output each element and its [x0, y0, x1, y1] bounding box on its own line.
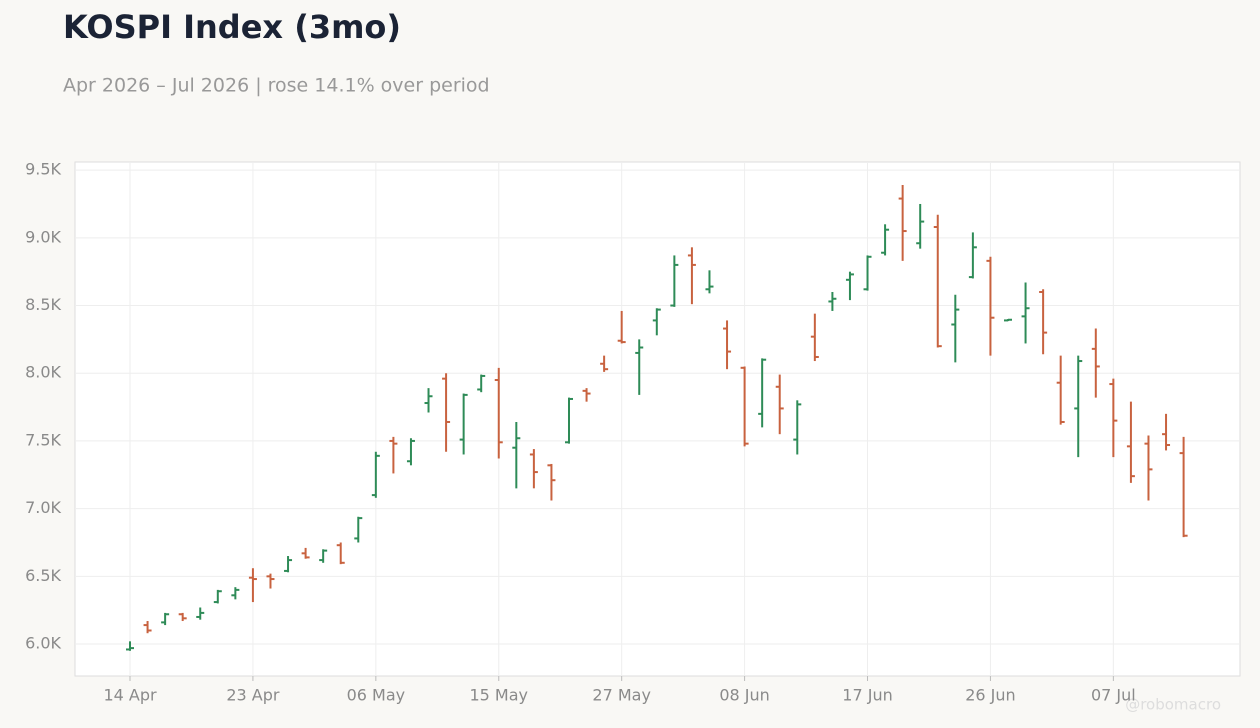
plot-area [74, 161, 1241, 677]
y-tick-label: 9.5K [25, 160, 61, 179]
y-tick-label: 7.5K [25, 430, 61, 449]
y-tick-label: 9.0K [25, 227, 61, 246]
chart-title: KOSPI Index (3mo) [63, 8, 401, 46]
x-tick-label: 15 May [469, 686, 528, 705]
y-tick-label: 8.5K [25, 295, 61, 314]
watermark: @robomacro [1125, 696, 1221, 714]
x-tick-label: 23 Apr [226, 686, 280, 705]
chart-subtitle: Apr 2026 – Jul 2026 | rose 14.1% over pe… [63, 75, 490, 97]
x-tick-label: 08 Jun [719, 686, 769, 705]
x-tick-label: 27 May [592, 686, 651, 705]
y-tick-label: 8.0K [25, 363, 61, 382]
x-tick-label: 26 Jun [965, 686, 1015, 705]
y-tick-label: 6.0K [25, 634, 61, 653]
y-tick-label: 7.0K [25, 498, 61, 517]
x-tick-label: 06 May [347, 686, 406, 705]
y-tick-label: 6.5K [25, 566, 61, 585]
x-tick-label: 14 Apr [103, 686, 157, 705]
x-tick-label: 07 Jul [1091, 686, 1136, 705]
x-tick-label: 17 Jun [842, 686, 892, 705]
